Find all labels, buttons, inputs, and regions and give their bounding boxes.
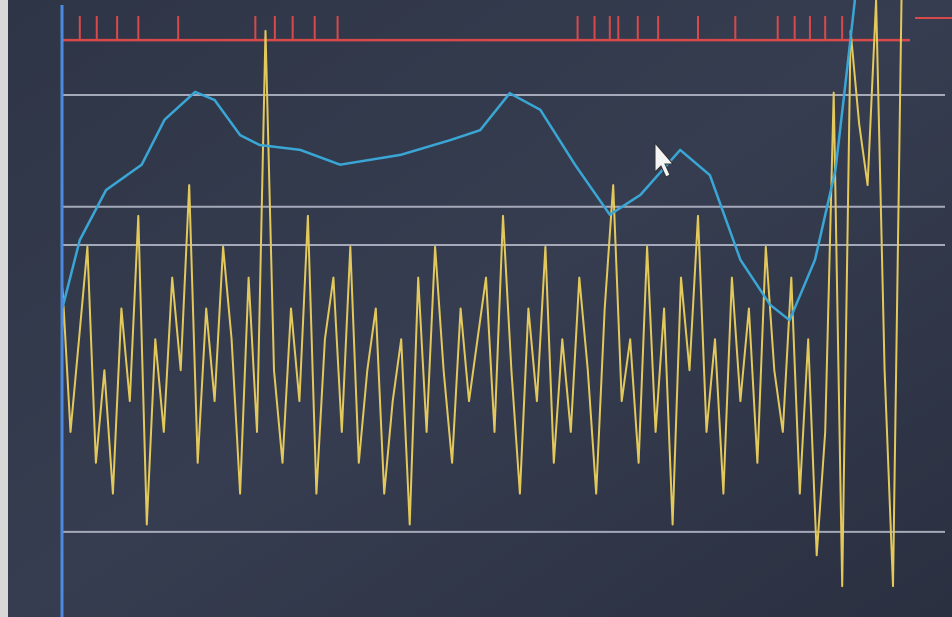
mouse-cursor (654, 141, 675, 178)
plot (60, 0, 945, 588)
series-line (60, 0, 857, 322)
series-line (61, 0, 903, 588)
screen-bezel (0, 0, 8, 617)
